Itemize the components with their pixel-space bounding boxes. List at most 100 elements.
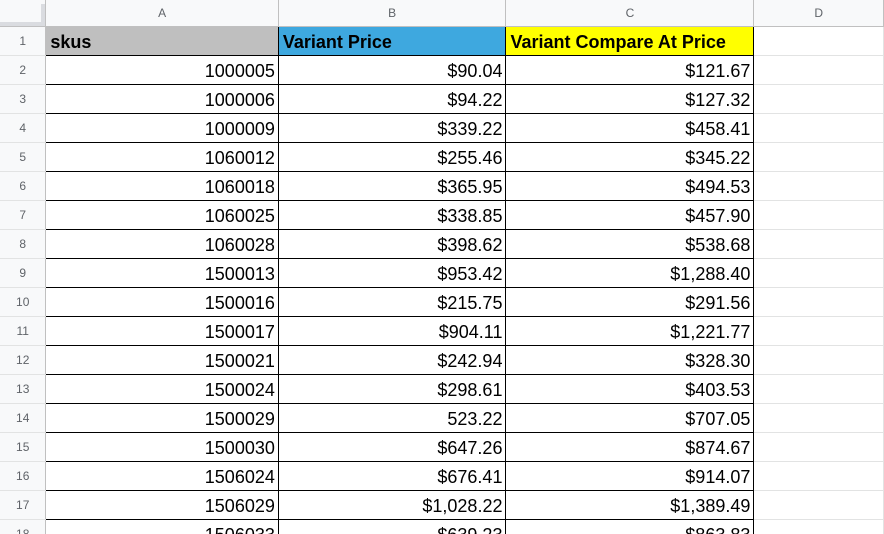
sku-cell[interactable]: 1500021: [45, 345, 279, 375]
compare-price-cell[interactable]: $457.90: [505, 200, 755, 230]
empty-cell[interactable]: [753, 461, 884, 491]
sku-cell[interactable]: 1000005: [45, 55, 279, 85]
price-cell[interactable]: 523.22: [278, 403, 507, 433]
compare-price-cell[interactable]: $345.22: [505, 142, 755, 172]
row-header[interactable]: 13: [0, 374, 47, 404]
empty-cell[interactable]: [753, 113, 884, 143]
cell-d1[interactable]: [753, 26, 884, 56]
sku-cell[interactable]: 1000006: [45, 84, 279, 114]
price-cell[interactable]: $215.75: [278, 287, 507, 317]
empty-cell[interactable]: [753, 432, 884, 462]
price-cell[interactable]: $90.04: [278, 55, 507, 85]
empty-cell[interactable]: [753, 171, 884, 201]
price-cell[interactable]: $365.95: [278, 171, 507, 201]
row-header[interactable]: 4: [0, 113, 47, 143]
empty-cell[interactable]: [753, 200, 884, 230]
empty-cell[interactable]: [753, 55, 884, 85]
compare-price-cell[interactable]: $1,221.77: [505, 316, 755, 346]
compare-price-cell[interactable]: $1,288.40: [505, 258, 755, 288]
compare-price-cell[interactable]: $538.68: [505, 229, 755, 259]
cell-b1-variant-price-header[interactable]: Variant Price: [278, 26, 507, 56]
compare-price-cell[interactable]: $127.32: [505, 84, 755, 114]
compare-price-cell[interactable]: $707.05: [505, 403, 755, 433]
sku-cell[interactable]: 1506033: [45, 519, 279, 534]
price-cell[interactable]: $242.94: [278, 345, 507, 375]
price-cell[interactable]: $338.85: [278, 200, 507, 230]
empty-cell[interactable]: [753, 84, 884, 114]
sku-cell[interactable]: 1506024: [45, 461, 279, 491]
empty-cell[interactable]: [753, 316, 884, 346]
price-cell[interactable]: $639.23: [278, 519, 507, 534]
price-cell[interactable]: $647.26: [278, 432, 507, 462]
row-header[interactable]: 16: [0, 461, 47, 491]
compare-price-cell[interactable]: $291.56: [505, 287, 755, 317]
column-header-b[interactable]: B: [278, 0, 507, 27]
empty-cell[interactable]: [753, 229, 884, 259]
compare-price-cell[interactable]: $1,389.49: [505, 490, 755, 520]
row-header[interactable]: 5: [0, 142, 47, 172]
sku-cell[interactable]: 1500013: [45, 258, 279, 288]
column-header-a[interactable]: A: [45, 0, 279, 27]
compare-price-cell[interactable]: $914.07: [505, 461, 755, 491]
row-header[interactable]: 15: [0, 432, 47, 462]
row-header[interactable]: 11: [0, 316, 47, 346]
row-header[interactable]: 18: [0, 519, 47, 534]
cell-c1-compare-price-header[interactable]: Variant Compare At Price: [505, 26, 755, 56]
empty-cell[interactable]: [753, 374, 884, 404]
compare-price-cell[interactable]: $458.41: [505, 113, 755, 143]
row-header[interactable]: 7: [0, 200, 47, 230]
price-cell[interactable]: $904.11: [278, 316, 507, 346]
sku-cell[interactable]: 1060018: [45, 171, 279, 201]
row-header[interactable]: 2: [0, 55, 47, 85]
empty-cell[interactable]: [753, 403, 884, 433]
price-cell[interactable]: $339.22: [278, 113, 507, 143]
price-cell[interactable]: $398.62: [278, 229, 507, 259]
empty-cell[interactable]: [753, 287, 884, 317]
table-row: 181506033$639.23$863.83: [0, 519, 884, 534]
table-row: 9 1500013 $953.42 $1,288.40: [0, 258, 884, 288]
sku-cell[interactable]: 1500029: [45, 403, 279, 433]
empty-cell[interactable]: [753, 519, 884, 534]
price-cell[interactable]: $298.61: [278, 374, 507, 404]
cell-a1-skus-header[interactable]: skus: [45, 26, 279, 56]
price-cell[interactable]: $1,028.22: [278, 490, 507, 520]
table-row: 17 1506029 $1,028.22 $1,389.49: [0, 490, 884, 520]
row-header[interactable]: 3: [0, 84, 47, 114]
compare-price-cell[interactable]: $494.53: [505, 171, 755, 201]
compare-price-cell[interactable]: $328.30: [505, 345, 755, 375]
sku-cell[interactable]: 1500016: [45, 287, 279, 317]
sku-cell[interactable]: 1000009: [45, 113, 279, 143]
sku-cell[interactable]: 1060025: [45, 200, 279, 230]
row-header[interactable]: 9: [0, 258, 47, 288]
table-row: 14 1500029 523.22 $707.05: [0, 403, 884, 433]
row-header[interactable]: 12: [0, 345, 47, 375]
compare-price-cell[interactable]: $874.67: [505, 432, 755, 462]
empty-cell[interactable]: [753, 258, 884, 288]
sku-cell[interactable]: 1500024: [45, 374, 279, 404]
sku-cell[interactable]: 1500030: [45, 432, 279, 462]
row-header[interactable]: 6: [0, 171, 47, 201]
row-header[interactable]: 17: [0, 490, 47, 520]
column-header-c[interactable]: C: [505, 0, 755, 27]
empty-cell[interactable]: [753, 345, 884, 375]
row-header[interactable]: 1: [0, 26, 47, 56]
empty-cell[interactable]: [753, 490, 884, 520]
compare-price-cell[interactable]: $121.67: [505, 55, 755, 85]
sku-cell[interactable]: 1506029: [45, 490, 279, 520]
row-header[interactable]: 14: [0, 403, 47, 433]
sku-cell[interactable]: 1060028: [45, 229, 279, 259]
price-cell[interactable]: $953.42: [278, 258, 507, 288]
price-cell[interactable]: $676.41: [278, 461, 507, 491]
empty-cell[interactable]: [753, 142, 884, 172]
price-cell[interactable]: $94.22: [278, 84, 507, 114]
price-cell[interactable]: $255.46: [278, 142, 507, 172]
sku-cell[interactable]: 1060012: [45, 142, 279, 172]
compare-price-cell[interactable]: $403.53: [505, 374, 755, 404]
compare-price-cell[interactable]: $863.83: [505, 519, 755, 534]
row-header[interactable]: 8: [0, 229, 47, 259]
sku-cell[interactable]: 1500017: [45, 316, 279, 346]
select-all-corner[interactable]: [0, 0, 47, 27]
row-header[interactable]: 10: [0, 287, 47, 317]
column-header-d[interactable]: D: [753, 0, 884, 27]
